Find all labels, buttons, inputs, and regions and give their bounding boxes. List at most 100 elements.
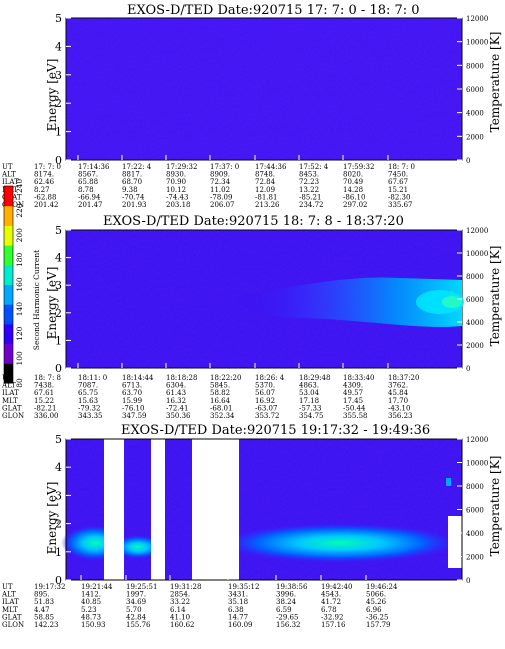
panel-3-table-cell: 19:38:56: [276, 583, 308, 591]
panel-3-ytick-label: 2: [55, 518, 62, 531]
colorbar-segment: [4, 304, 13, 325]
panel-1-table-cell: 14.28: [343, 186, 363, 194]
panel-1-ytick-label: 3: [55, 69, 62, 82]
panel-2-table-cell: 343.35: [78, 412, 103, 420]
panel-3-table-cell: 19:21:44: [81, 583, 113, 591]
panel-2-table-cell: 18:14:44: [122, 374, 154, 382]
panel-3-table-cell: 41.72: [321, 598, 341, 606]
panel-2-table-cell: -63.07: [255, 404, 277, 412]
panel-1-title: EXOS-D/TED Date:920715 17: 7: 0 - 18: 7:…: [127, 3, 420, 18]
panel-1-ytick-right-label: 8000: [466, 62, 484, 70]
panel-3-ytick-right-label: 10000: [466, 460, 488, 468]
panel-3-table-cell: 6.96: [366, 606, 382, 614]
panel-1-table-cell: 18: 7: 0: [388, 163, 415, 171]
panel-3-table-cell: -32.92: [321, 613, 343, 621]
panel-1-table-cell: -70.74: [122, 193, 145, 201]
panel-2-table-cell: 53.04: [299, 389, 320, 397]
panel-3-table-cell: 6.14: [170, 606, 186, 614]
panel-3-table-cell: 6.38: [228, 606, 244, 614]
panel-1-table-cell: 70.49: [343, 178, 363, 186]
panel-2-table-cell: 15.63: [78, 397, 98, 405]
panel-3-gap-1: [104, 439, 124, 580]
panel-2-table-cell: 18: 7: 8: [34, 374, 61, 382]
panel-3-gap-2: [151, 439, 165, 580]
panel-1-ytick-label: 5: [55, 12, 62, 25]
panel-1-ytick-right-label: 0: [466, 157, 470, 165]
panel-3-table-cell: 5.23: [81, 606, 97, 614]
panel-2-ylabel: Energy [eV]: [45, 267, 59, 340]
panel-3-table-cell: 142.23: [34, 621, 59, 629]
panel-1-table-cell: 15.21: [388, 186, 408, 194]
panel-3-gap-4: [448, 516, 462, 568]
panel-1-table-cell: 213.26: [255, 201, 280, 209]
panel-1-table-cell: 67.67: [388, 178, 408, 186]
panel-3: EXOS-D/TED Date:920715 19:17:32 - 19:49:…: [1, 423, 502, 629]
panel-3-row-label: GLON: [2, 621, 24, 629]
panel-3-table-cell: -36.25: [366, 613, 388, 621]
panel-2-table-cell: 5845.: [210, 382, 230, 390]
panel-1-table-cell: 203.18: [166, 201, 191, 209]
colorbar-tick-label: 120: [15, 326, 24, 341]
panel-3-table-cell: 51.83: [34, 598, 54, 606]
panel-1-table-cell: 8.27: [34, 186, 50, 194]
panel-1-table-cell: 8930.: [166, 171, 186, 179]
panel-2-table-cell: 16.64: [210, 397, 231, 405]
panel-2-table-cell: 18:18:28: [166, 374, 197, 382]
panel-2-table-cell: 56.07: [255, 389, 275, 397]
panel-1-table-cell: 8020.: [343, 171, 363, 179]
panel-3-table-cell: -29.65: [276, 613, 298, 621]
colorbar-tick-label: 240: [15, 179, 24, 194]
panel-1-table-cell: 11.02: [210, 186, 230, 194]
panel-2-table-cell: 18:22:20: [210, 374, 241, 382]
panel-2-row-label: GLAT: [2, 404, 22, 412]
panel-3-table-cell: 19:31:28: [170, 583, 201, 591]
panel-1-table-cell: 17:44:36: [255, 163, 287, 171]
panel-3-ytick-right-label: 2000: [466, 554, 484, 562]
panel-3-table-cell: 33.22: [170, 598, 190, 606]
panel-2-table-cell: 336.00: [34, 412, 59, 420]
panel-3-table-cell: 41.10: [170, 613, 190, 621]
panel-2-table-cell: 16.32: [166, 397, 186, 405]
panel-2-ytick-label: 5: [55, 224, 62, 237]
colorbar-segment: [4, 186, 13, 207]
panel-3-table-cell: 35.18: [228, 598, 248, 606]
panel-1-ytick-label: 4: [55, 40, 62, 53]
panel-1-table-cell: 70.90: [166, 178, 186, 186]
panel-3-table-cell: 42.84: [126, 613, 147, 621]
panel-2-ytick-right-label: 8000: [466, 273, 484, 281]
panel-2-table-cell: 3762.: [388, 382, 408, 390]
panel-2-table-cell: -79.32: [78, 404, 100, 412]
panel-3-band-right: [220, 523, 460, 563]
panel-3-ylabel-right: Temperature [K]: [488, 456, 502, 557]
panel-1-table-cell: 17:29:32: [166, 163, 197, 171]
panel-3-table-cell: 2854.: [170, 591, 190, 599]
panel-1-table-cell: -62.88: [34, 193, 56, 201]
panel-1-row-label: UT: [2, 163, 13, 171]
panel-1-table-cell: 201.93: [122, 201, 147, 209]
panel-3-ytick-right-label: 6000: [466, 507, 484, 515]
panel-3-table-cell: 3996.: [276, 591, 296, 599]
panel-1-ytick-right-label: 10000: [466, 39, 488, 47]
panel-3-table-cell: 6.78: [321, 606, 337, 614]
panel-1-ytick-label: 2: [55, 97, 62, 110]
panel-3-table-cell: 19:46:24: [366, 583, 398, 591]
panel-1-row-label: ALT: [1, 171, 16, 179]
panel-3-table-cell: 4.47: [34, 606, 50, 614]
panel-3-ytick-right-label: 4000: [466, 530, 484, 538]
panel-1-table-cell: 7450.: [388, 171, 408, 179]
panel-1-table-cell: 8909.: [210, 171, 230, 179]
panel-3-table-cell: 19:35:12: [228, 583, 259, 591]
panel-2-table-cell: 18:37:20: [388, 374, 419, 382]
panel-1-row-label: ILAT: [2, 178, 19, 186]
panel-1-ytick-label: 1: [55, 126, 62, 139]
panel-3-table-cell: 157.79: [366, 621, 391, 629]
panel-2-row-label: ILAT: [2, 389, 19, 397]
panel-3-table-cell: 40.85: [81, 598, 101, 606]
panel-2-ytick-label: 2: [55, 307, 62, 320]
panel-1-table-cell: -86.10: [343, 193, 365, 201]
panel-1-table-cell: 17:52: 4: [299, 163, 329, 171]
colorbar-tick-label: 160: [15, 277, 24, 292]
panel-1-table-cell: -81.81: [255, 193, 277, 201]
panel-2-ytick-label: 0: [55, 362, 62, 375]
panel-3-table-cell: 3431.: [228, 591, 248, 599]
